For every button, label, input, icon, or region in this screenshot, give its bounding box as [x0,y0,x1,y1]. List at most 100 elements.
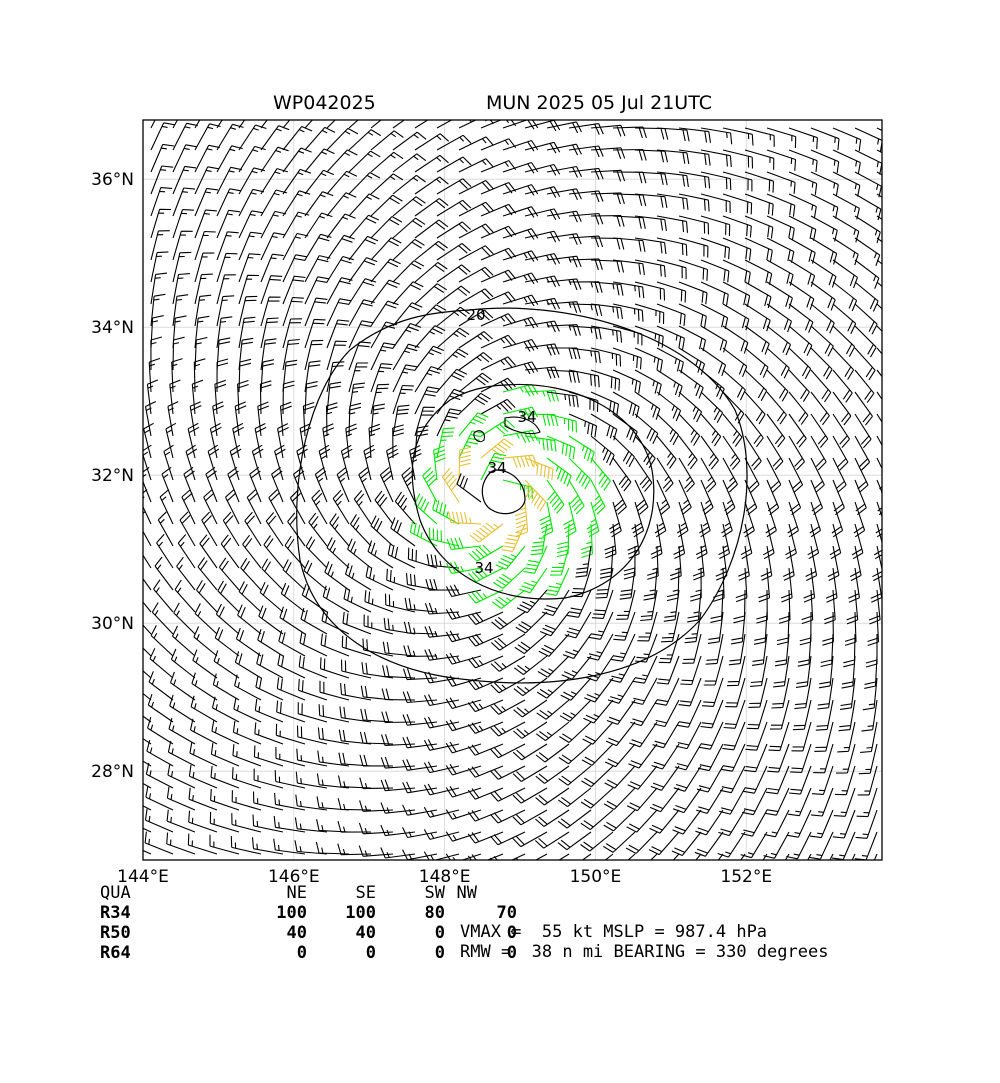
wind-barb [838,699,856,732]
wind-barb [512,831,548,848]
wind-barb [722,281,751,308]
wind-barb [676,501,689,538]
wind-barb [854,391,873,426]
wind-barb [234,674,262,701]
wind-barb [788,435,805,471]
wind-barb [401,467,416,503]
wind-barb [854,303,878,335]
wind-barb [832,171,861,197]
wind-barb [216,252,238,283]
wind-barb [436,120,472,129]
wind-barb [143,489,152,525]
wind-barb [170,648,196,679]
row-label: R50 [100,923,131,943]
wind-barb [414,345,445,371]
wind-barb [744,171,775,193]
wind-barb [634,281,666,301]
wind-barb [870,567,882,603]
wind-barb [480,225,517,239]
wind-barb [876,303,882,310]
wind-barb [147,694,174,723]
header-nw: NW [456,883,477,903]
wind-barb [370,321,398,349]
wind-barb [240,557,262,591]
wind-barb [205,466,218,503]
wind-barb [402,849,438,860]
wind-barb [700,435,719,470]
wind-barb [480,438,514,459]
wind-barb [458,245,494,261]
wind-barb [634,369,662,396]
wind-barb [458,223,494,239]
wind-barb [753,611,768,645]
wind-barb [161,466,174,503]
wind-barb [581,853,592,860]
run-time-title: MUN 2025 05 Jul 21UTC [486,92,712,114]
wind-barb [678,391,703,423]
wind-barb [326,213,356,239]
wind-barb [840,677,856,710]
wind-barb [260,232,285,261]
wind-barb [634,413,659,445]
wind-barb [825,567,838,603]
wind-barb [854,215,881,244]
wind-barb [326,319,350,349]
wind-barb [436,408,462,437]
wind-barb [392,153,427,173]
wind-barb [154,556,174,591]
wind-barb [404,597,438,613]
wind-barb [216,209,240,239]
wind-barb [766,127,797,149]
wind-barb [201,511,218,547]
wind-barb [651,743,680,770]
wind-barb [490,809,526,824]
wind-barb [690,567,702,602]
wind-barb [467,743,504,756]
wind-barb [634,149,669,163]
wind-barb [445,741,482,754]
table-cell: 40 [286,923,307,943]
wind-barb [304,120,314,129]
wind-barb [502,316,539,329]
wind-barb [619,567,636,600]
wind-barb [370,120,382,129]
wind-barb [524,141,561,154]
table-header-row: QUA NE SE SW NW [100,883,477,903]
wind-barb [650,523,663,559]
wind-barb [194,209,217,239]
wind-barb [513,655,548,676]
wind-barb [805,545,818,581]
wind-barb [392,120,406,129]
wind-barb [524,320,560,333]
wind-barb [795,655,812,688]
wind-barb [722,215,752,238]
wind-barb [176,556,196,591]
wind-barb [304,360,321,393]
wind-barb [350,514,372,547]
wind-barb [810,457,825,493]
wind-barb [210,765,240,789]
wind-barb [820,633,834,668]
wind-barb [699,501,711,538]
wind-contours: 20 34 34 34 [296,306,748,684]
wind-barb [833,787,856,817]
wind-barb [744,369,768,402]
wind-barb [780,567,793,603]
wind-barb [392,281,424,305]
wind-barb [326,340,347,371]
wind-barb [678,677,702,707]
wind-barb [254,722,284,745]
wind-barb [700,699,724,729]
wind-barb [402,691,438,704]
wind-barb [194,252,215,283]
wind-barb [568,167,604,180]
wind-barb [568,123,604,135]
wind-barb [414,219,449,239]
wind-barb [347,538,372,569]
wind-barb [340,683,372,701]
wind-barb [810,391,830,426]
wind-barb [856,787,878,818]
wind-barb [445,652,482,665]
wind-barb [876,369,882,378]
wind-barb [766,765,790,795]
